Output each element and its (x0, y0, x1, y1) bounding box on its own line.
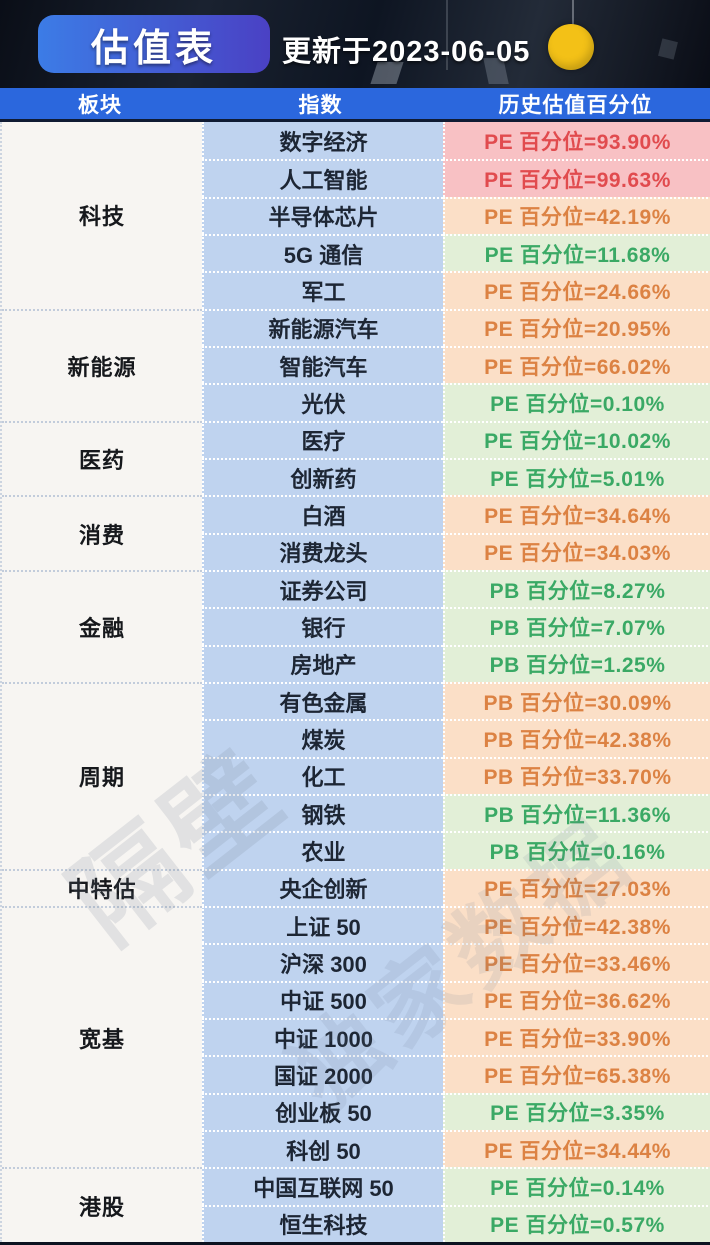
index-cell: 军工 (202, 271, 443, 309)
decorative-string (446, 0, 448, 70)
table-column-header: 板块 指数 历史估值百分位 (0, 88, 710, 122)
sector-cell: 中特估 (2, 868, 202, 906)
index-cell: 央企创新 (202, 868, 443, 906)
sector-cell: 新能源 (2, 308, 202, 421)
index-cell: 中证 500 (202, 980, 443, 1018)
index-cell: 人工智能 (202, 159, 443, 197)
index-cell: 农业 (202, 831, 443, 869)
percentile-cell: PE 百分位=34.03% (443, 532, 710, 570)
index-cell: 创业板 50 (202, 1092, 443, 1130)
sector-cell: 金融 (2, 569, 202, 682)
percentile-cell: PE 百分位=99.63% (443, 159, 710, 197)
sector-cell: 消费 (2, 495, 202, 570)
percentile-cell: PB 百分位=7.07% (443, 607, 710, 645)
percentile-cell: PE 百分位=42.19% (443, 196, 710, 234)
index-cell: 新能源汽车 (202, 308, 443, 346)
yellow-balloon-icon (548, 24, 594, 70)
column-header-sector: 板块 (78, 93, 122, 117)
decorative-string (572, 0, 574, 26)
percentile-cell: PE 百分位=0.57% (443, 1204, 710, 1242)
percentile-cell: PE 百分位=3.35% (443, 1092, 710, 1130)
percentile-cell: PB 百分位=8.27% (443, 569, 710, 608)
percentile-cell: PE 百分位=10.02% (443, 420, 710, 458)
update-date-label: 更新于2023-06-05 (282, 36, 531, 68)
index-cell: 医疗 (202, 420, 443, 458)
index-cell: 钢铁 (202, 793, 443, 832)
index-cell: 科创 50 (202, 1129, 443, 1168)
column-header-percentile: 历史估值百分位 (498, 93, 653, 117)
sector-cell: 科技 (2, 122, 202, 309)
sector-cell: 周期 (2, 681, 202, 869)
sector-cell: 医药 (2, 420, 202, 496)
percentile-cell: PE 百分位=24.66% (443, 271, 710, 309)
percentile-cell: PB 百分位=33.70% (443, 756, 710, 794)
percentile-cell: PE 百分位=11.68% (443, 233, 710, 272)
percentile-cell: PE 百分位=66.02% (443, 345, 710, 384)
column-header-index: 指数 (298, 93, 343, 117)
percentile-cell: PE 百分位=34.44% (443, 1129, 710, 1168)
percentile-cell: PE 百分位=5.01% (443, 457, 710, 496)
index-cell: 有色金属 (202, 681, 443, 720)
percentile-cell: PE 百分位=42.38% (443, 905, 710, 944)
percentile-cell: PE 百分位=0.10% (443, 383, 710, 421)
index-cell: 房地产 (202, 644, 443, 682)
percentile-cell: PE 百分位=33.90% (443, 1017, 710, 1056)
percentile-cell: PB 百分位=30.09% (443, 681, 710, 720)
percentile-cell: PB 百分位=0.16% (443, 831, 710, 869)
page-title: 估值表 (38, 15, 270, 73)
index-cell: 中国互联网 50 (202, 1167, 443, 1205)
index-cell: 恒生科技 (202, 1204, 443, 1242)
percentile-cell: PE 百分位=27.03% (443, 868, 710, 906)
percentile-cell: PE 百分位=34.64% (443, 495, 710, 533)
index-cell: 国证 2000 (202, 1055, 443, 1093)
sector-cell: 港股 (2, 1167, 202, 1242)
index-cell: 证券公司 (202, 569, 443, 608)
index-cell: 消费龙头 (202, 532, 443, 570)
sector-cell: 宽基 (2, 905, 202, 1168)
percentile-cell: PE 百分位=65.38% (443, 1055, 710, 1093)
percentile-cell: PE 百分位=93.90% (443, 122, 710, 160)
percentile-cell: PE 百分位=36.62% (443, 980, 710, 1018)
index-cell: 化工 (202, 756, 443, 794)
index-cell: 上证 50 (202, 905, 443, 944)
index-cell: 半导体芯片 (202, 196, 443, 234)
decorative-cube (658, 38, 678, 60)
index-cell: 中证 1000 (202, 1017, 443, 1056)
index-cell: 光伏 (202, 383, 443, 421)
percentile-cell: PB 百分位=1.25% (443, 644, 710, 682)
index-cell: 白酒 (202, 495, 443, 533)
percentile-cell: PB 百分位=42.38% (443, 719, 710, 757)
percentile-cell: PE 百分位=33.46% (443, 943, 710, 981)
index-cell: 智能汽车 (202, 345, 443, 384)
index-cell: 创新药 (202, 457, 443, 496)
percentile-cell: PE 百分位=20.95% (443, 308, 710, 346)
percentile-cell: PE 百分位=0.14% (443, 1167, 710, 1205)
index-cell: 5G 通信 (202, 233, 443, 272)
top-banner: 估值表 更新于2023-06-05 (0, 0, 710, 88)
percentile-cell: PB 百分位=11.36% (443, 793, 710, 832)
index-cell: 数字经济 (202, 122, 443, 160)
index-cell: 沪深 300 (202, 943, 443, 981)
index-cell: 煤炭 (202, 719, 443, 757)
index-cell: 银行 (202, 607, 443, 645)
